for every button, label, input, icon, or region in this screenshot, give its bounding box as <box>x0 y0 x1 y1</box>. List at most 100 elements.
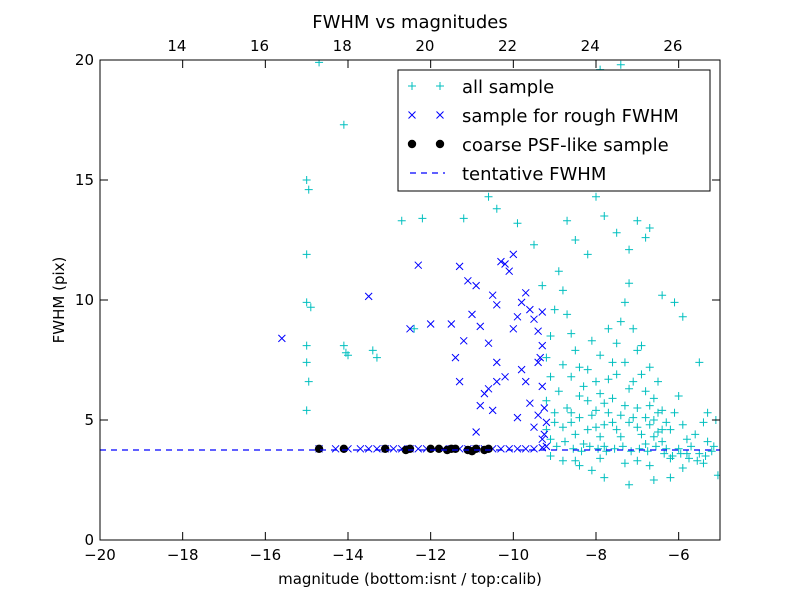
data-point <box>339 444 349 453</box>
data-point <box>637 430 646 439</box>
data-point <box>596 351 605 360</box>
data-point <box>455 377 464 386</box>
top-x-tick-label: 18 <box>333 37 352 55</box>
y-tick-label: 15 <box>75 171 94 189</box>
data-point <box>339 341 348 350</box>
data-point <box>484 339 493 348</box>
top-x-tick-label: 26 <box>663 37 682 55</box>
data-point <box>658 425 667 434</box>
data-point <box>567 418 576 427</box>
top-x-tick-label: 22 <box>498 37 517 55</box>
data-point <box>674 392 683 400</box>
x-tick-label: −8 <box>585 546 607 564</box>
data-point <box>585 442 594 451</box>
data-point <box>414 444 423 453</box>
data-point <box>509 250 518 259</box>
data-point <box>501 260 509 268</box>
legend-marker <box>436 82 444 90</box>
data-point <box>497 444 505 453</box>
legend-marker <box>435 139 445 149</box>
data-point <box>406 324 414 333</box>
data-point <box>658 291 667 300</box>
data-point <box>501 372 509 381</box>
data-point <box>583 425 592 434</box>
data-point <box>414 261 423 270</box>
data-point <box>546 372 555 381</box>
data-point <box>633 216 642 225</box>
data-point <box>488 291 497 300</box>
data-point <box>521 444 530 453</box>
data-point <box>550 408 559 417</box>
data-point <box>596 389 605 398</box>
legend-marker <box>408 111 416 119</box>
data-point <box>571 430 580 439</box>
data-point <box>649 416 658 424</box>
data-point <box>558 360 567 369</box>
data-point <box>397 216 406 225</box>
data-point <box>699 459 708 468</box>
data-point <box>682 449 691 458</box>
data-point <box>563 310 572 319</box>
data-point <box>620 459 629 468</box>
data-point <box>695 358 704 367</box>
data-point <box>587 466 596 475</box>
data-point <box>649 432 658 441</box>
data-point <box>526 399 534 408</box>
legend: all sample sample for rough FWHM coarse PS… <box>397 69 711 192</box>
data-point <box>649 394 658 403</box>
data-point <box>637 341 646 350</box>
data-point <box>567 408 576 417</box>
data-point <box>608 358 617 367</box>
data-point <box>373 444 381 453</box>
data-point <box>331 444 340 453</box>
data-point <box>600 420 609 429</box>
data-point <box>488 406 497 415</box>
x-tick-label: −10 <box>498 546 530 564</box>
data-point <box>538 308 547 316</box>
data-point <box>579 440 588 448</box>
data-point <box>513 219 522 228</box>
data-point <box>472 281 480 290</box>
data-point <box>505 267 514 276</box>
y-tick-label: 20 <box>75 51 94 69</box>
data-point <box>567 372 576 381</box>
data-point <box>707 447 716 456</box>
data-point <box>339 120 348 129</box>
data-point <box>302 298 311 307</box>
data-point <box>633 423 642 432</box>
data-point <box>530 240 538 249</box>
data-point <box>575 392 584 400</box>
data-point <box>651 442 660 451</box>
data-point <box>558 456 567 465</box>
data-point <box>434 444 444 453</box>
data-point <box>645 363 654 372</box>
data-point <box>666 473 675 482</box>
data-point <box>635 444 644 453</box>
data-point <box>302 406 311 415</box>
data-point <box>497 257 505 266</box>
chart-title: FWHM vs magnitudes <box>312 12 507 33</box>
data-point <box>546 435 555 444</box>
data-point <box>530 423 538 432</box>
data-point <box>583 365 592 374</box>
data-point <box>604 408 613 417</box>
data-point <box>596 432 605 441</box>
data-point <box>658 437 667 446</box>
data-point <box>637 370 646 379</box>
data-point <box>678 312 687 321</box>
data-point <box>389 444 398 453</box>
data-point <box>608 394 617 403</box>
data-point <box>625 384 634 393</box>
axes: −20 −18 −16 −14 −12 −10 −8 −6 0 5 10 15 20 14 16 18 20 22… <box>75 37 721 564</box>
data-point <box>625 418 634 427</box>
y-tick-label: 10 <box>75 291 94 309</box>
data-point <box>509 324 518 333</box>
data-point <box>471 444 481 453</box>
data-point <box>633 456 642 465</box>
data-point <box>550 418 559 427</box>
data-point <box>600 399 609 408</box>
data-point <box>612 370 621 379</box>
data-point <box>674 444 683 453</box>
data-point <box>592 423 600 432</box>
